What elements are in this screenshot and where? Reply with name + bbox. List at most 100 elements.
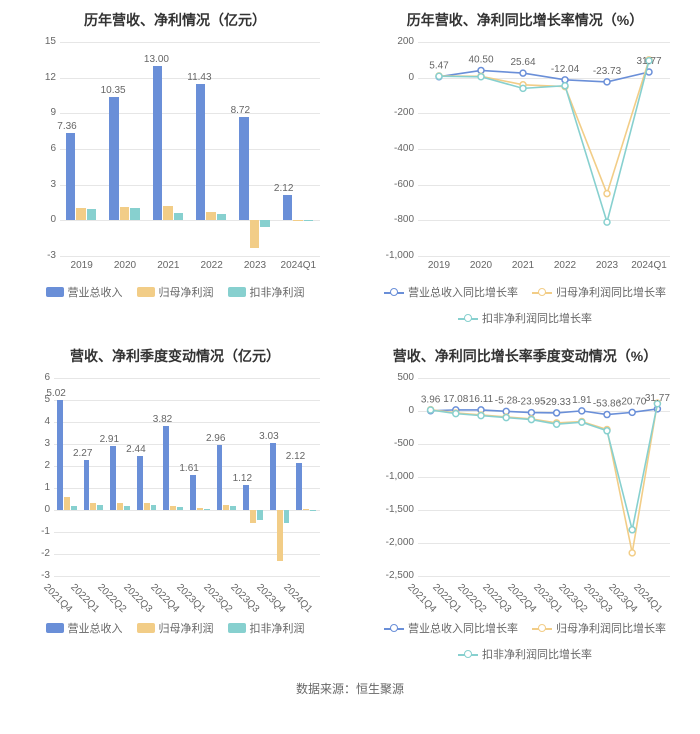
bar	[163, 206, 172, 220]
grid-line	[60, 256, 320, 257]
bar-value-label: 8.72	[231, 105, 250, 116]
point-label: 25.64	[510, 57, 535, 68]
legend-label: 扣非净利润同比增长率	[482, 310, 592, 326]
legend-item: 营业总收入同比增长率	[384, 620, 518, 636]
legend-item: 归母净利润同比增长率	[532, 284, 666, 300]
y-tick-label: -2	[41, 548, 50, 559]
legend-label: 扣非净利润	[250, 284, 305, 300]
bar-value-label: 2.44	[126, 444, 145, 455]
bar	[204, 509, 210, 510]
bar	[170, 506, 176, 510]
point-label: -23.73	[593, 66, 622, 77]
legend-item: 营业总收入	[46, 620, 123, 636]
bar	[196, 84, 205, 220]
x-tick-label: 2022	[192, 260, 232, 271]
bar	[260, 220, 269, 227]
series-marker	[604, 191, 610, 197]
series-marker	[520, 85, 526, 91]
line-chart-quarterly: -2,500-2,000-1,500-1,000-50005003.9617.0…	[370, 372, 680, 612]
bar	[277, 510, 283, 561]
bar	[293, 220, 302, 221]
legend-label: 营业总收入	[68, 284, 123, 300]
legend-item: 扣非净利润同比增长率	[458, 310, 592, 326]
x-tick-label: 2021	[148, 260, 188, 271]
x-tick-label: 2024Q1	[281, 582, 314, 615]
bar-value-label: 5.02	[46, 388, 65, 399]
y-tick-label: 6	[50, 143, 56, 154]
series-marker	[604, 219, 610, 225]
series-marker	[453, 411, 459, 417]
series-marker	[528, 410, 534, 416]
bar	[153, 66, 162, 221]
line-chart-annual: -1,000-800-600-400-20002005.4740.5025.64…	[370, 36, 680, 276]
y-tick-label: -3	[47, 250, 56, 261]
legend-label: 归母净利润	[159, 284, 214, 300]
series-marker	[562, 77, 568, 83]
legend: 营业总收入同比增长率归母净利润同比增长率扣非净利润同比增长率	[350, 276, 700, 336]
x-tick-label: 2019	[62, 260, 102, 271]
series-marker	[629, 409, 635, 415]
bar	[250, 510, 256, 523]
bar	[239, 117, 248, 221]
bar	[71, 506, 77, 510]
y-tick-label: 2	[44, 460, 50, 471]
legend-swatch	[137, 287, 155, 297]
series-marker	[562, 83, 568, 89]
bar	[120, 207, 129, 220]
point-label: -12.04	[551, 64, 580, 75]
legend: 营业总收入 归母净利润扣非净利润	[0, 612, 350, 646]
legend-label: 营业总收入同比增长率	[408, 620, 518, 636]
bar	[206, 212, 215, 220]
line-svg: 3.9617.0816.11-5.28-23.95-29.331.91-53.8…	[370, 372, 680, 612]
chart-title: 历年营收、净利同比增长率情况（%）	[350, 0, 700, 36]
bar	[197, 508, 203, 510]
series-marker	[579, 419, 585, 425]
bar	[230, 506, 236, 510]
legend-item: 营业总收入	[46, 284, 123, 300]
legend-swatch	[137, 623, 155, 633]
bar	[97, 505, 103, 511]
y-tick-label: 6	[44, 372, 50, 383]
legend-label: 归母净利润	[159, 620, 214, 636]
bar	[151, 505, 157, 511]
bar	[109, 97, 118, 220]
panel-quarterly-growth: 营收、净利同比增长率季度变动情况（%） -2,500-2,000-1,500-1…	[350, 336, 700, 672]
x-tick-label: 2024Q1	[629, 260, 669, 271]
bar	[57, 400, 63, 510]
legend-item: 扣非净利润	[228, 620, 305, 636]
panel-annual-growth: 历年营收、净利同比增长率情况（%） -1,000-800-600-400-200…	[350, 0, 700, 336]
point-label: 3.96	[421, 395, 441, 406]
bar	[174, 213, 183, 220]
bar	[303, 509, 309, 510]
bar	[304, 220, 313, 221]
bar-value-label: 2.12	[286, 451, 305, 462]
bar-value-label: 10.35	[101, 85, 126, 96]
point-label: -29.33	[542, 397, 571, 408]
grid-line	[54, 378, 320, 379]
bar	[90, 503, 96, 510]
legend-swatch	[46, 623, 64, 633]
x-tick-label: 2022	[545, 260, 585, 271]
legend-item: 扣非净利润同比增长率	[458, 646, 592, 662]
legend: 营业总收入同比增长率归母净利润同比增长率扣非净利润同比增长率	[350, 612, 700, 672]
point-label: 1.91	[572, 395, 592, 406]
legend-line-icon	[458, 313, 478, 323]
bar	[310, 510, 316, 511]
series-marker	[554, 410, 560, 416]
series-marker	[604, 412, 610, 418]
y-tick-label: -3	[41, 570, 50, 581]
bar	[177, 507, 183, 510]
grid-line	[54, 576, 320, 577]
series-marker	[629, 550, 635, 556]
point-label: 31.77	[645, 393, 670, 404]
point-label: 40.50	[468, 54, 493, 65]
bar	[284, 510, 290, 523]
legend-swatch	[46, 287, 64, 297]
bar-value-label: 11.43	[187, 72, 211, 83]
bar-chart-annual: -3036912157.3610.3513.0011.438.722.12201…	[20, 36, 330, 276]
bar	[243, 485, 249, 510]
x-tick-label: 2020	[105, 260, 145, 271]
data-source-footer: 数据来源：恒生聚源	[0, 672, 700, 711]
legend-swatch	[228, 623, 246, 633]
x-tick-label: 2023	[587, 260, 627, 271]
